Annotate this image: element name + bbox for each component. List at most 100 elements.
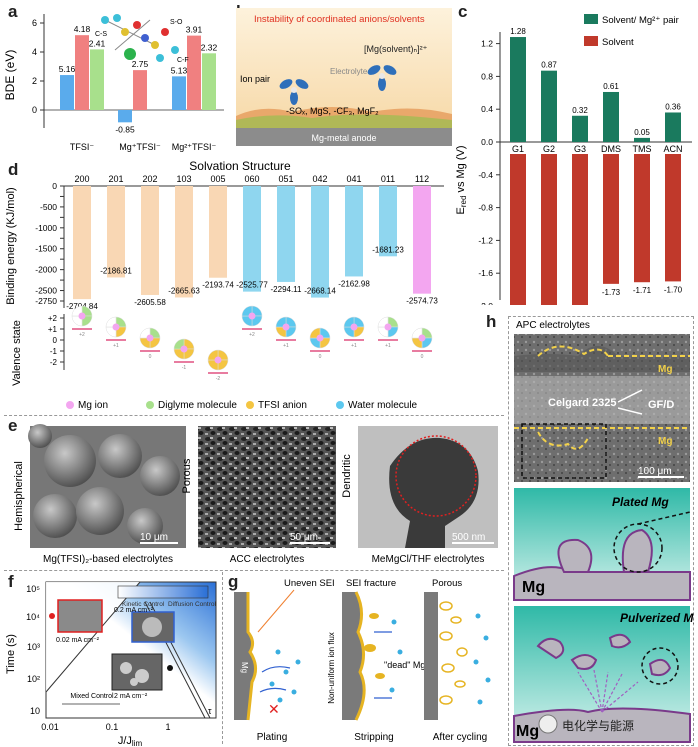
panel-c-bar-solvent	[665, 154, 681, 282]
panel-a-bar	[187, 35, 201, 110]
wechat-logo-icon	[538, 714, 558, 734]
panel-c-category: G1	[512, 144, 524, 154]
panel-d-value-label: -2186.81	[100, 266, 132, 275]
panel-d-category: 200	[74, 174, 89, 184]
anode-label: Mg-metal anode	[311, 133, 376, 143]
solvation-motif-icon: +1	[343, 316, 365, 349]
panel-a-value-label: 2.75	[132, 59, 149, 69]
panel-c-bar-pair	[634, 137, 650, 142]
panel-b-schematic: Instability of coordinated anions/solven…	[236, 8, 452, 146]
panel-a-ytick-label: 2	[32, 76, 37, 86]
caption-e1: Mg(TFSI)₂-based electrolytes	[43, 554, 173, 565]
panel-a-value-label: 4.18	[74, 24, 91, 34]
solvation-motif-icon: +2	[241, 305, 263, 338]
motif-valence-value: +1	[351, 343, 357, 349]
valence-ticks: +2 +1 0 -1 -2	[48, 314, 64, 367]
panel-a-bar	[75, 35, 89, 110]
panel-d-ytick-label: -2750	[35, 296, 57, 306]
panel-a-value-label: 2.41	[89, 38, 106, 48]
svg-text:10: 10	[30, 706, 40, 716]
mg-ion-dot	[180, 345, 188, 353]
scale-e1: 10 μm	[140, 532, 168, 543]
panel-a-category: TFSI⁻	[70, 142, 94, 152]
panel-a-value-label: 5.13	[171, 65, 188, 75]
panel-c-bar-pair	[572, 115, 588, 142]
panel-f-ylabel: Time (s)	[5, 634, 17, 674]
solvation-motif-icon: +1	[275, 316, 297, 349]
panel-d-chart: Solvation Structure 200 201 202 103 005 060 05…	[5, 159, 444, 411]
panel-c-ytick-label: -0.4	[478, 170, 493, 180]
panel-d-value-label: -2668.14	[304, 287, 336, 296]
panel-c-label-bottom: -1.73	[602, 288, 621, 297]
legend-dot	[66, 401, 74, 409]
panel-d-yticks: 0 -500 -1000 -1500 -2000 -2500-2750	[35, 181, 64, 306]
legend-label: TFSI anion	[258, 400, 307, 411]
motif-segment	[343, 316, 355, 328]
panel-d-category: 005	[210, 174, 225, 184]
panel-g-schematic: Uneven SEI Mg ✕ Plating Non-uniform ion …	[234, 578, 491, 743]
solvation-motif-icon: -2	[207, 349, 229, 382]
panel-c-label-top: 0.61	[603, 82, 619, 91]
motif-valence-value: 0	[319, 354, 322, 360]
motif-segment	[71, 305, 83, 317]
caption-e2: ACC electrolytes	[230, 554, 304, 565]
panel-d-categories: 200 201 202 103 005 060 051 042 041 011 112	[74, 174, 429, 184]
panel-a-bar	[202, 53, 216, 110]
panel-d-bar	[311, 186, 329, 298]
panel-c-ylabel: Ered vs Mg (V)	[455, 145, 468, 214]
panel-d-category: 042	[312, 174, 327, 184]
valence-tick-label: -1	[50, 347, 58, 356]
panel-c-bar-solvent	[634, 154, 650, 283]
valence-tick-label: +2	[48, 314, 58, 323]
motif-segment	[173, 338, 185, 350]
hemispherical-grains	[28, 424, 180, 544]
mg-ion-dot	[350, 323, 358, 331]
panel-a-value-labels: 5.16 4.18 2.41 -0.85 2.75 5.13 3.91 2.32	[59, 24, 218, 134]
motif-valence-value: +2	[249, 332, 255, 338]
mg-ion-dot	[78, 312, 86, 320]
panel-a-value-label: 5.16	[59, 64, 76, 74]
motif-segment	[411, 327, 423, 339]
panel-c-category: G3	[574, 144, 586, 154]
ion-pair-label: Ion pair	[240, 74, 270, 84]
panel-c-category: ACN	[663, 144, 682, 154]
panel-d-ytick-label: -2500	[35, 286, 57, 296]
panel-e-micrographs: Hemispherical 10 μm Mg(TFSI)₂-based elec…	[13, 424, 498, 565]
solvation-motif-icon: +2	[71, 305, 93, 338]
svg-text:0.1: 0.1	[106, 722, 119, 732]
panel-a-ytick-label: 4	[32, 47, 37, 57]
panel-c-yticks: 1.20.80.40.0-0.4-0.8-1.2-1.6-2.0-2.4-2.8	[478, 39, 500, 305]
pulverized-mg-label: Pulverized Mg	[620, 611, 694, 625]
gfd-label: GF/D	[648, 399, 674, 411]
valence-label: Valence state	[11, 320, 23, 386]
panel-d-category: 201	[108, 174, 123, 184]
motif-segment	[139, 327, 151, 339]
motif-segment	[377, 316, 389, 328]
panel-d-value-label: -2162.98	[338, 279, 370, 288]
solvation-motif-icon: +1	[105, 316, 127, 349]
svg-text:1: 1	[165, 722, 170, 732]
panel-d-bar	[413, 186, 431, 294]
solvation-motif-icon: +1	[377, 316, 399, 349]
panel-c-bar-pair	[541, 70, 557, 142]
g-caption-3: After cycling	[433, 732, 487, 743]
panel-d-category: 103	[176, 174, 191, 184]
panel-d-category: 112	[415, 174, 429, 184]
electrolyte-label: Electrolyte	[330, 67, 368, 76]
panel-d-bar	[243, 186, 261, 292]
panel-d-bar	[277, 186, 295, 282]
panel-d-bar	[107, 186, 125, 278]
caption-e3: MeMgCl/THF electrolytes	[372, 554, 485, 565]
g-caption-1: Plating	[257, 732, 288, 743]
motif-valence-value: +2	[79, 332, 85, 338]
panel-d-value-label: -2193.74	[202, 281, 234, 290]
legend-solvent-pair: Solvent/ Mg²⁺ pair	[602, 15, 679, 26]
panel-c-label-top: 0.05	[634, 128, 650, 137]
motif-valence-value: -2	[216, 376, 221, 382]
panel-c-label-top: 1.28	[510, 27, 526, 36]
panel-c-bar-solvent	[572, 154, 588, 305]
panel-c-letter: c	[458, 2, 468, 21]
panel-d-category: 041	[346, 174, 361, 184]
panel-a-ylabel: BDE (eV)	[3, 50, 17, 101]
panel-a-chart: BDE (eV) 6 4 2 0 5.16 4.18 2.41 -0.85 2.75 5.13 3…	[3, 14, 224, 152]
